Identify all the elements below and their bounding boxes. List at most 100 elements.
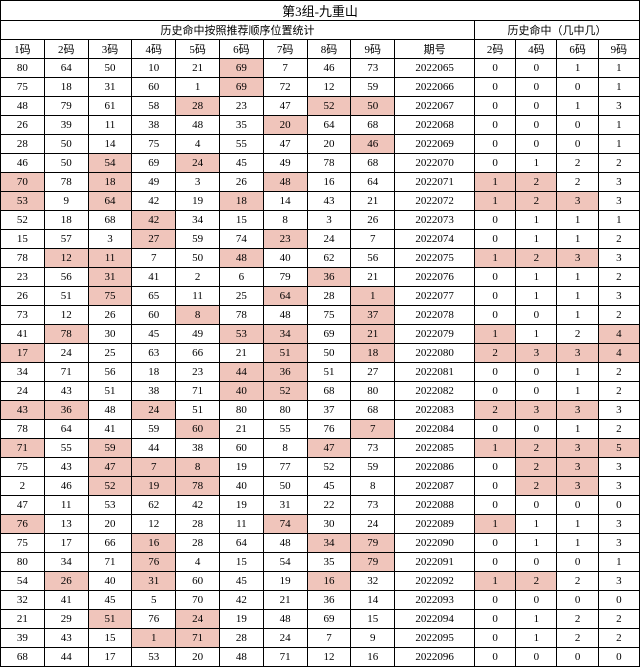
cell: 40 bbox=[263, 249, 307, 268]
cell: 0 bbox=[557, 591, 598, 610]
cell: 40 bbox=[219, 477, 263, 496]
cell: 2022071 bbox=[395, 173, 475, 192]
table-row: 68441753204871121620220960000 bbox=[1, 648, 640, 667]
cell: 50 bbox=[263, 477, 307, 496]
cell: 1 bbox=[557, 515, 598, 534]
cell: 48 bbox=[263, 534, 307, 553]
cell: 78 bbox=[44, 325, 88, 344]
cell: 75 bbox=[1, 458, 45, 477]
cell: 0 bbox=[475, 648, 516, 667]
cell: 60 bbox=[219, 439, 263, 458]
cell: 68 bbox=[351, 401, 395, 420]
cell: 50 bbox=[44, 135, 88, 154]
cell: 78 bbox=[176, 477, 220, 496]
table-row: 46505469244549786820220700122 bbox=[1, 154, 640, 173]
cell: 18 bbox=[44, 78, 88, 97]
table-row: 155732759742324720220740112 bbox=[1, 230, 640, 249]
cell: 30 bbox=[88, 325, 132, 344]
cell: 39 bbox=[1, 629, 45, 648]
cell: 2022095 bbox=[395, 629, 475, 648]
cell: 2022088 bbox=[395, 496, 475, 515]
cell: 45 bbox=[219, 572, 263, 591]
cell: 47 bbox=[263, 135, 307, 154]
cell: 2 bbox=[557, 325, 598, 344]
cell: 7 bbox=[132, 249, 176, 268]
cell: 43 bbox=[44, 458, 88, 477]
cell: 3 bbox=[557, 477, 598, 496]
table-row: 26391138483520646820220680001 bbox=[1, 116, 640, 135]
cell: 2 bbox=[516, 439, 557, 458]
cell: 25 bbox=[219, 287, 263, 306]
cell: 4 bbox=[176, 135, 220, 154]
cell: 0 bbox=[516, 59, 557, 78]
cell: 3 bbox=[516, 401, 557, 420]
cell: 53 bbox=[1, 192, 45, 211]
cell: 19 bbox=[219, 496, 263, 515]
cell: 7 bbox=[351, 420, 395, 439]
cell: 26 bbox=[219, 173, 263, 192]
cell: 31 bbox=[88, 78, 132, 97]
cell: 37 bbox=[307, 401, 351, 420]
cell: 2022076 bbox=[395, 268, 475, 287]
cell: 47 bbox=[88, 458, 132, 477]
table-row: 8064501021697467320220650011 bbox=[1, 59, 640, 78]
cell: 1 bbox=[516, 629, 557, 648]
cell: 5 bbox=[598, 439, 639, 458]
cell: 66 bbox=[88, 534, 132, 553]
cell: 1 bbox=[598, 135, 639, 154]
cell: 44 bbox=[219, 363, 263, 382]
col-header-left-3: 4码 bbox=[132, 40, 176, 59]
cell: 39 bbox=[44, 116, 88, 135]
cell: 54 bbox=[1, 572, 45, 591]
cell: 59 bbox=[176, 230, 220, 249]
cell: 73 bbox=[1, 306, 45, 325]
cell: 1 bbox=[475, 572, 516, 591]
cell: 46 bbox=[351, 135, 395, 154]
cell: 2022067 bbox=[395, 97, 475, 116]
cell: 3 bbox=[557, 401, 598, 420]
cell: 61 bbox=[88, 97, 132, 116]
section-header-right: 历史命中（几中几） bbox=[475, 21, 640, 40]
cell: 8 bbox=[263, 211, 307, 230]
cell: 43 bbox=[307, 192, 351, 211]
cell: 23 bbox=[219, 97, 263, 116]
cell: 4 bbox=[598, 344, 639, 363]
cell: 70 bbox=[176, 591, 220, 610]
cell: 3 bbox=[557, 249, 598, 268]
cell: 2 bbox=[598, 610, 639, 629]
cell: 16 bbox=[307, 173, 351, 192]
cell: 2022084 bbox=[395, 420, 475, 439]
cell: 0 bbox=[516, 78, 557, 97]
cell: 19 bbox=[219, 458, 263, 477]
cell: 21 bbox=[351, 192, 395, 211]
cell: 75 bbox=[1, 534, 45, 553]
cell: 2022083 bbox=[395, 401, 475, 420]
cell: 1 bbox=[557, 382, 598, 401]
cell: 1 bbox=[557, 268, 598, 287]
cell: 2022089 bbox=[395, 515, 475, 534]
cell: 77 bbox=[263, 458, 307, 477]
cell: 3 bbox=[598, 249, 639, 268]
cell: 11 bbox=[88, 249, 132, 268]
lottery-stats-table: 第3组-九重山 历史命中按照推荐顺序位置统计 历史命中（几中几） 1码2码3码4… bbox=[0, 0, 640, 667]
cell: 2 bbox=[475, 401, 516, 420]
table-row: 75176616286448347920220900113 bbox=[1, 534, 640, 553]
cell: 20 bbox=[263, 116, 307, 135]
cell: 20 bbox=[307, 135, 351, 154]
cell: 52 bbox=[88, 477, 132, 496]
cell: 64 bbox=[263, 287, 307, 306]
cell: 64 bbox=[44, 420, 88, 439]
cell: 14 bbox=[351, 591, 395, 610]
cell: 1 bbox=[557, 211, 598, 230]
cell: 62 bbox=[307, 249, 351, 268]
cell: 59 bbox=[88, 439, 132, 458]
cell: 71 bbox=[176, 629, 220, 648]
table-row: 21295176241948691520220940122 bbox=[1, 610, 640, 629]
cell: 2022074 bbox=[395, 230, 475, 249]
cell: 2022072 bbox=[395, 192, 475, 211]
cell: 1 bbox=[598, 211, 639, 230]
table-row: 235631412679362120220760112 bbox=[1, 268, 640, 287]
cell: 45 bbox=[219, 154, 263, 173]
cell: 60 bbox=[176, 420, 220, 439]
cell: 68 bbox=[88, 211, 132, 230]
